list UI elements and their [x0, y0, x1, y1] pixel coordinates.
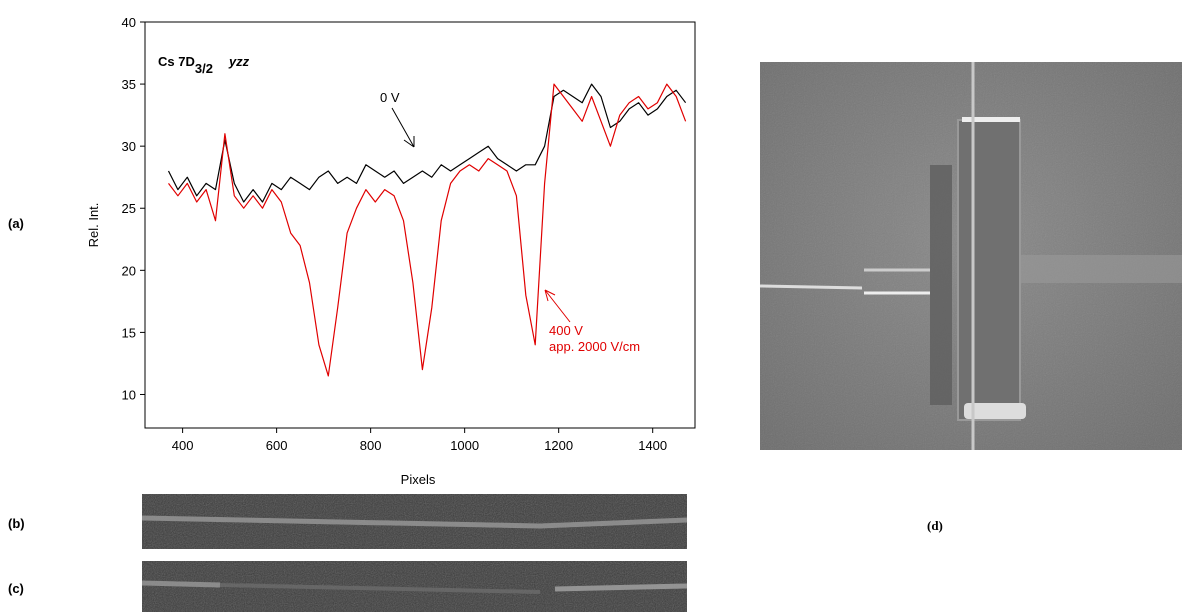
x-tick-label: 1400 [638, 438, 667, 453]
image-d [759, 62, 1182, 450]
annotation: 0 V [380, 90, 400, 105]
title-suffix: yzz [228, 54, 250, 69]
image-b [141, 494, 688, 549]
annotation-arrow [391, 107, 415, 148]
annotation: app. 2000 V/cm [549, 339, 640, 354]
y-axis-label: Rel. Int. [86, 203, 101, 248]
x-tick-label: 800 [360, 438, 382, 453]
y-tick-label: 15 [122, 325, 136, 340]
plot-frame [144, 21, 696, 429]
annotation: 400 V [549, 323, 583, 338]
x-axis-label: Pixels [401, 472, 436, 487]
x-tick-label: 1000 [450, 438, 479, 453]
chart-title: Cs 7D3/2 yzz [158, 54, 250, 76]
annotation-arrow [544, 289, 571, 323]
y-tick-label: 30 [122, 139, 136, 154]
x-tick-label: 1200 [544, 438, 573, 453]
data-line [167, 83, 687, 203]
y-tick-label: 20 [122, 263, 136, 278]
panel-label: (c) [8, 581, 24, 596]
x-tick-label: 600 [266, 438, 288, 453]
image-c [141, 561, 688, 612]
panel-label: (a) [8, 216, 24, 231]
y-tick-label: 25 [122, 201, 136, 216]
data-line [168, 83, 687, 377]
panel-label: (b) [8, 516, 25, 531]
x-tick-label: 400 [172, 438, 194, 453]
panel-label: (d) [927, 518, 943, 533]
y-tick-label: 40 [122, 15, 136, 30]
title: Cs 7D [158, 54, 195, 69]
y-tick-label: 10 [122, 387, 136, 402]
y-tick-label: 35 [122, 77, 136, 92]
title-subscript: 3/2 [195, 61, 213, 76]
